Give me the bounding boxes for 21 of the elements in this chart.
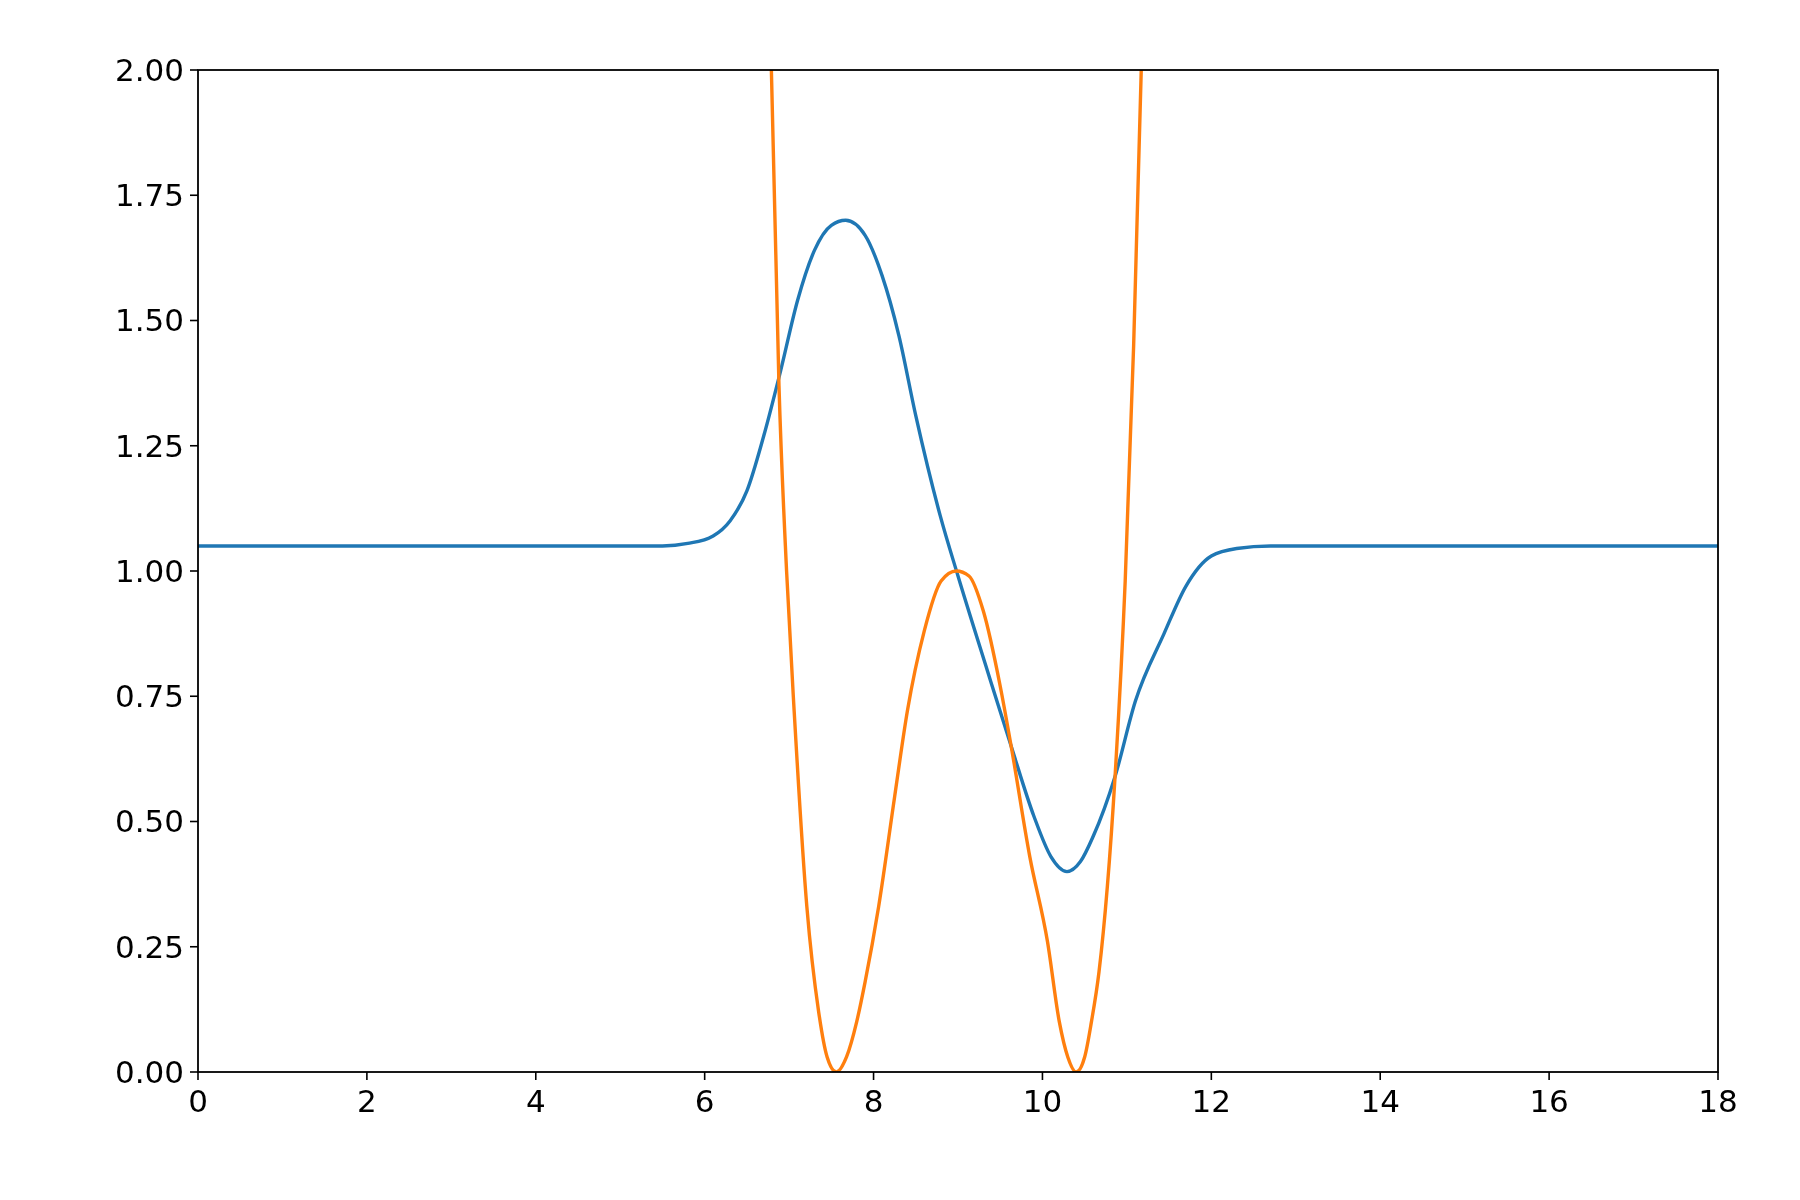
x-tick-label: 14 [1360,1083,1400,1119]
y-tick-label: 0.75 [114,678,184,715]
line-series [198,218,1718,874]
x-tick-label: 6 [694,1083,715,1119]
x-tick-label: 16 [1529,1083,1569,1119]
y-tick-label: 0.50 [114,803,184,840]
y-tick-label: 1.00 [114,552,184,589]
line-series [769,70,1143,1072]
x-tick-label: 4 [525,1083,546,1119]
y-tick-label: 1.75 [114,177,184,214]
y-tick-label: 0.00 [114,1053,184,1090]
x-tick-label: 2 [357,1083,377,1119]
y-tick-label: 0.25 [114,928,184,965]
x-tick-label: 10 [1022,1083,1063,1119]
y-tick-label: 1.25 [114,427,184,464]
y-tick-label: 2.00 [114,51,184,88]
y-tick-label: 1.50 [114,302,184,339]
x-tick-label: 12 [1191,1083,1232,1119]
x-tick-label: 0 [188,1083,208,1119]
x-tick-label: 8 [863,1083,884,1119]
x-tick-label: 18 [1698,1083,1738,1119]
